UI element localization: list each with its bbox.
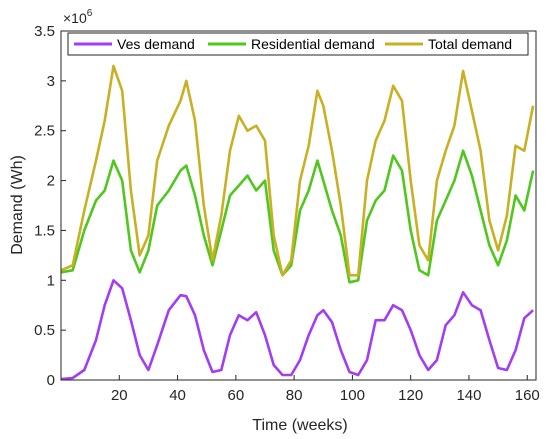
x-tick-label-6: 140 xyxy=(456,387,481,404)
y-tick-label-6: 3 xyxy=(47,73,55,90)
series-layer xyxy=(60,64,535,381)
x-tick-label-0: 20 xyxy=(111,387,128,404)
y-axis-title: Demand (Wh) xyxy=(9,155,26,255)
x-tick-label-4: 100 xyxy=(340,387,365,404)
legend-label-total: Total demand xyxy=(428,36,512,52)
x-tick-label-3: 80 xyxy=(286,387,303,404)
legend-label-residential: Residential demand xyxy=(251,36,375,52)
y-tick-label-5: 2.5 xyxy=(34,123,55,140)
x-tick-label-1: 40 xyxy=(169,387,186,404)
y-scale-label: ×106 xyxy=(63,8,93,26)
ticks-layer: 20 40 60 80 100 120 140 160 0 0.5 1 1.5 2 2.5 3 3.5 xyxy=(34,23,540,404)
x-tick-label-2: 60 xyxy=(228,387,245,404)
x-axis-title: Time (weeks) xyxy=(252,417,347,434)
y-tick-label-2: 1 xyxy=(47,272,55,289)
plot-area-frame xyxy=(60,30,537,381)
y-tick-label-3: 1.5 xyxy=(34,222,55,239)
series-line-1 xyxy=(60,149,535,284)
legend-box xyxy=(67,32,529,56)
series-line-2 xyxy=(60,64,535,277)
series-line-0 xyxy=(60,279,534,381)
x-tick-label-5: 120 xyxy=(398,387,423,404)
y-tick-label-1: 0.5 xyxy=(34,322,55,339)
x-tick-label-7: 160 xyxy=(515,387,540,404)
y-tick-label-0: 0 xyxy=(47,372,55,389)
legend-label-ves: Ves demand xyxy=(117,36,195,52)
legend: Ves demand Residential demand Total dema… xyxy=(67,32,529,56)
y-scale-exponent: 6 xyxy=(87,8,93,19)
y-tick-label-7: 3.5 xyxy=(34,23,55,40)
y-tick-label-4: 2 xyxy=(47,173,55,190)
